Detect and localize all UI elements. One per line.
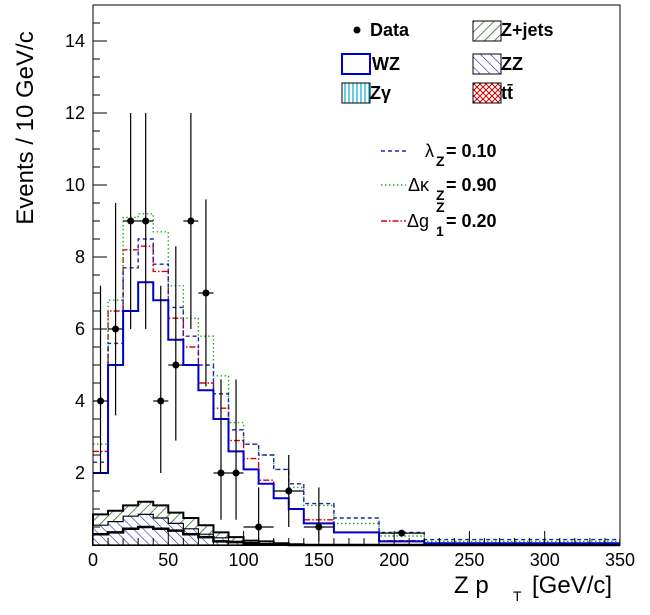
data-marker bbox=[187, 217, 195, 225]
legend-item-zz: ZZ bbox=[472, 53, 523, 75]
x-tick-label-300: 300 bbox=[530, 550, 560, 570]
data-point-1 bbox=[108, 203, 124, 416]
x-axis-label-main: Z p bbox=[454, 572, 489, 599]
data-point-3 bbox=[138, 113, 154, 329]
legend-item-ttbar: tt̄ bbox=[472, 82, 513, 104]
y-tick-label-2: 2 bbox=[75, 463, 85, 483]
series-line-1 bbox=[93, 238, 620, 541]
x-axis-label: Z p T [GeV/c] bbox=[454, 572, 612, 604]
legend-wz-swatch bbox=[341, 53, 371, 75]
legend-lambda-symbol: λ bbox=[425, 141, 434, 161]
x-tick-label-50: 50 bbox=[158, 550, 178, 570]
legend-kappa-value: = 0.90 bbox=[446, 175, 497, 195]
legend-item-zgamma: Zγ bbox=[341, 82, 391, 104]
data-marker bbox=[157, 397, 165, 405]
legend-zz-label: ZZ bbox=[501, 54, 523, 74]
legend-item-kappa: Δκ Z = 0.90 bbox=[381, 175, 497, 203]
y-tick-label-4: 4 bbox=[75, 391, 85, 411]
x-tick-label-150: 150 bbox=[304, 550, 334, 570]
legend-ttbar-label: tt̄ bbox=[501, 83, 513, 103]
legend-item-data: Data bbox=[353, 20, 410, 40]
data-point-4 bbox=[153, 285, 169, 473]
legend-zjets-label: Z+jets bbox=[501, 20, 554, 40]
series-line-2 bbox=[93, 213, 620, 543]
data-marker bbox=[112, 325, 120, 333]
x-tick-label-100: 100 bbox=[229, 550, 259, 570]
data-point-8 bbox=[213, 379, 229, 520]
legend-zz-swatch bbox=[472, 53, 502, 75]
legend-item-g1: Δg Z 1 = 0.20 bbox=[381, 199, 497, 239]
data-marker bbox=[255, 523, 263, 531]
data-points bbox=[93, 113, 425, 542]
legend-item-lambda: λ Z = 0.10 bbox=[381, 141, 497, 169]
x-tick-label-200: 200 bbox=[379, 550, 409, 570]
data-point-9 bbox=[228, 379, 244, 520]
x-axis-label-sub: T bbox=[513, 588, 522, 604]
legend-item-zjets: Z+jets bbox=[472, 20, 554, 42]
legend-g1-value: = 0.20 bbox=[446, 211, 497, 231]
legend-g1-sup: Z bbox=[436, 199, 445, 215]
legend-ttbar-swatch bbox=[472, 82, 502, 104]
data-marker bbox=[202, 289, 210, 297]
legend-zgamma-label: Zγ bbox=[370, 83, 391, 103]
axes: 0 50 100 150 200 250 300 350 2 4 6 8 10 12 14 bbox=[65, 4, 635, 570]
x-tick-label-350: 350 bbox=[605, 550, 635, 570]
legend-wz-label: WZ bbox=[372, 54, 400, 74]
y-tick-label-12: 12 bbox=[65, 103, 85, 123]
legend-g1-symbol: Δg bbox=[407, 211, 429, 231]
legend-g1-sub: 1 bbox=[436, 223, 444, 239]
data-marker bbox=[142, 217, 150, 225]
data-marker bbox=[172, 361, 180, 369]
data-marker bbox=[232, 469, 240, 477]
y-tick-label-8: 8 bbox=[75, 247, 85, 267]
model-curves bbox=[93, 213, 620, 545]
legend-data-marker bbox=[353, 26, 361, 34]
legend-kappa-symbol: Δκ bbox=[408, 175, 430, 195]
legend-zjets-swatch bbox=[472, 20, 502, 42]
y-axis-label: Events / 10 GeV/c bbox=[12, 31, 39, 224]
data-marker bbox=[398, 529, 406, 537]
data-point-7 bbox=[198, 199, 214, 387]
x-tick-label-250: 250 bbox=[454, 550, 484, 570]
data-point-5 bbox=[168, 246, 184, 441]
y-tick-label-14: 14 bbox=[65, 31, 85, 51]
data-point-13 bbox=[379, 529, 425, 537]
data-marker bbox=[217, 469, 225, 477]
series-line-0 bbox=[93, 281, 620, 545]
x-tick-label-0: 0 bbox=[88, 550, 98, 570]
data-point-2 bbox=[123, 113, 139, 329]
data-marker bbox=[127, 217, 135, 225]
legend-zgamma-swatch bbox=[341, 82, 371, 104]
data-point-6 bbox=[183, 113, 199, 329]
legend-kappa-sub: Z bbox=[436, 187, 445, 203]
data-point-10 bbox=[243, 487, 274, 542]
data-marker bbox=[315, 523, 323, 531]
legend-item-wz: WZ bbox=[341, 53, 400, 75]
legend-data-label: Data bbox=[370, 20, 410, 40]
background-stacks bbox=[92, 500, 620, 547]
data-point-0 bbox=[93, 285, 109, 473]
data-marker bbox=[285, 487, 293, 495]
y-tick-label-10: 10 bbox=[65, 175, 85, 195]
x-axis-label-unit: [GeV/c] bbox=[532, 572, 612, 599]
legend: Data Z+jets WZ ZZ Zγ tt̄ λ Z = 0.10 bbox=[341, 20, 554, 239]
series-line-3 bbox=[93, 245, 620, 544]
y-tick-label-6: 6 bbox=[75, 319, 85, 339]
data-point-11 bbox=[273, 455, 304, 527]
legend-lambda-value: = 0.10 bbox=[446, 141, 497, 161]
legend-lambda-sub: Z bbox=[436, 153, 445, 169]
